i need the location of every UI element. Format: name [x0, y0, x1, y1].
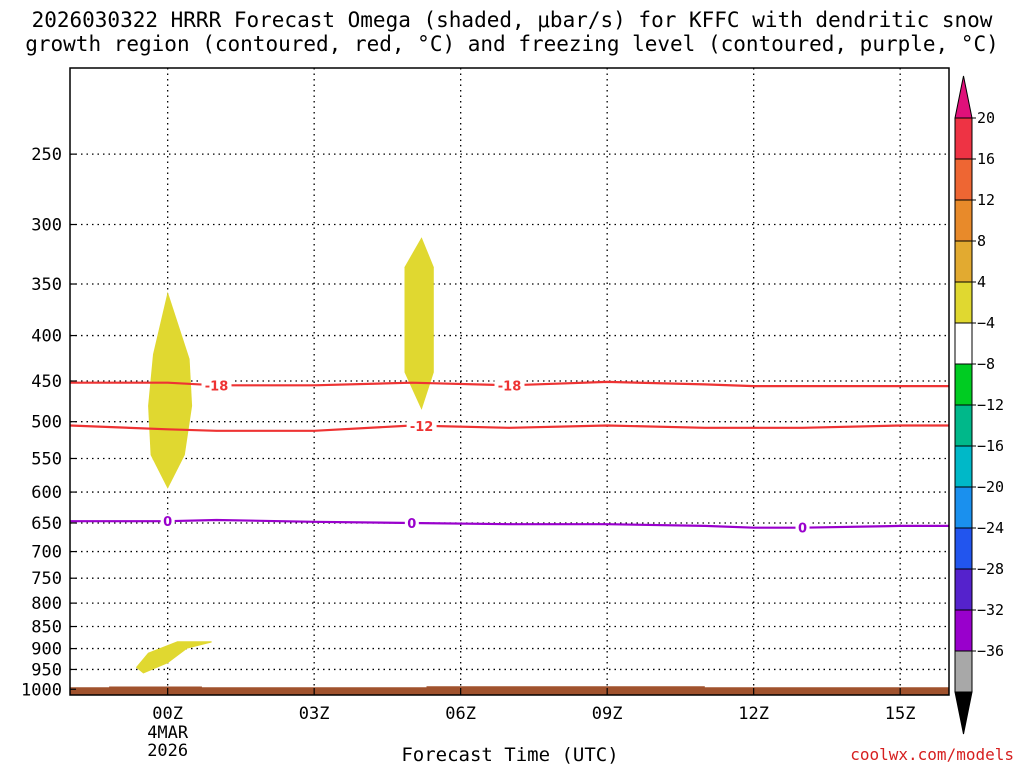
contour-label: -18 — [498, 379, 522, 394]
credit-text[interactable]: coolwx.com/models — [850, 745, 1014, 764]
y-tick-label: 450 — [31, 372, 62, 392]
contour-label: -18 — [205, 379, 229, 394]
y-tick-label: 550 — [31, 449, 62, 469]
x-tick-sublabel: 2026 — [147, 741, 188, 761]
colorbar: 20 16 12 8 4 −4 −8 −12 −16 −20 −24 −28 −32 −36 — [954, 75, 1004, 735]
colorbar-swatch — [954, 240, 973, 283]
contour-label-bg — [201, 378, 232, 393]
colorbar-swatch — [954, 568, 973, 611]
contour-label: -12 — [410, 420, 434, 435]
contour-layer: -18 -18 -12 0 0 0 — [69, 378, 949, 537]
contour-line-freezing-0 — [70, 518, 949, 529]
y-tick-label: 500 — [31, 413, 62, 433]
colorbar-tick-label: 16 — [977, 150, 995, 168]
omega-region-1 — [148, 291, 193, 489]
x-tick-label: 03Z — [299, 704, 330, 724]
colorbar-tick-label: −20 — [977, 478, 1004, 496]
ground-layer — [70, 686, 949, 695]
omega-region-2 — [404, 237, 434, 410]
colorbar-swatch — [954, 281, 973, 324]
y-tick-label: 400 — [31, 327, 62, 347]
x-tick-label: 00Z — [152, 704, 183, 724]
y-tick-label: 350 — [31, 275, 62, 295]
colorbar-tick-label: −16 — [977, 437, 1004, 455]
x-tick-label: 12Z — [738, 704, 769, 724]
contour-label: 0 — [798, 522, 807, 537]
colorbar-swatch — [954, 199, 973, 242]
colorbar-swatch — [954, 609, 973, 652]
colorbar-over-arrow — [954, 75, 973, 119]
y-tick-label: 300 — [31, 216, 62, 236]
x-tick-label: 06Z — [445, 704, 476, 724]
colorbar-swatch — [954, 650, 973, 693]
colorbar-tick-label: −4 — [977, 314, 995, 332]
contour-label-bg — [406, 418, 437, 433]
contour-label-bg — [404, 515, 419, 530]
colorbar-swatch — [954, 445, 973, 488]
x-tick-sublabel: 4MAR — [147, 723, 189, 743]
x-axis-label: Forecast Time (UTC) — [401, 744, 619, 766]
colorbar-tick-label: −32 — [977, 601, 1004, 619]
y-tick-label: 650 — [31, 514, 62, 534]
y-tick-label: 800 — [31, 594, 62, 614]
y-tick-label: 750 — [31, 569, 62, 589]
contour-label-bg — [795, 520, 810, 535]
colorbar-swatch — [954, 527, 973, 570]
colorbar-swatch — [954, 117, 973, 160]
contour-label: 0 — [407, 517, 416, 532]
y-tick-label: 950 — [31, 660, 62, 680]
colorbar-tick-label: −28 — [977, 560, 1004, 578]
y-tick-label: 1000 — [21, 680, 62, 700]
y-axis-ticks: 2503003504004505005506006507007508008509… — [21, 145, 76, 700]
colorbar-swatch — [954, 322, 973, 365]
colorbar-tick-label: −24 — [977, 519, 1004, 537]
colorbar-tick-label: −36 — [977, 642, 1004, 660]
y-tick-label: 600 — [31, 483, 62, 503]
ground-surface — [70, 686, 949, 695]
colorbar-under-arrow — [954, 691, 973, 735]
colorbar-tick-label: 12 — [977, 191, 995, 209]
y-tick-label: 250 — [31, 145, 62, 165]
contour-label-bg — [494, 378, 525, 393]
colorbar-tick-label: 4 — [977, 273, 986, 291]
y-tick-label: 900 — [31, 640, 62, 660]
chart-title: 2026030322 HRRR Forecast Omega (shaded, … — [25, 8, 999, 56]
colorbar-swatch — [954, 486, 973, 529]
colorbar-tick-label: 20 — [977, 109, 995, 127]
colorbar-tick-label: 8 — [977, 232, 986, 250]
x-tick-label: 15Z — [885, 704, 916, 724]
contour-label: 0 — [163, 515, 172, 530]
y-tick-label: 700 — [31, 543, 62, 563]
colorbar-tick-label: −8 — [977, 355, 995, 373]
x-tick-label: 09Z — [592, 704, 623, 724]
colorbar-swatch — [954, 363, 973, 406]
colorbar-swatch — [954, 404, 973, 447]
omega-region-3 — [135, 641, 212, 674]
contour-label-bg — [160, 514, 175, 529]
colorbar-tick-label: −12 — [977, 396, 1004, 414]
colorbar-swatch — [954, 158, 973, 201]
y-tick-label: 850 — [31, 618, 62, 638]
contour-line-dendritic-12 — [69, 424, 949, 432]
omega-shading-layer — [135, 237, 434, 674]
